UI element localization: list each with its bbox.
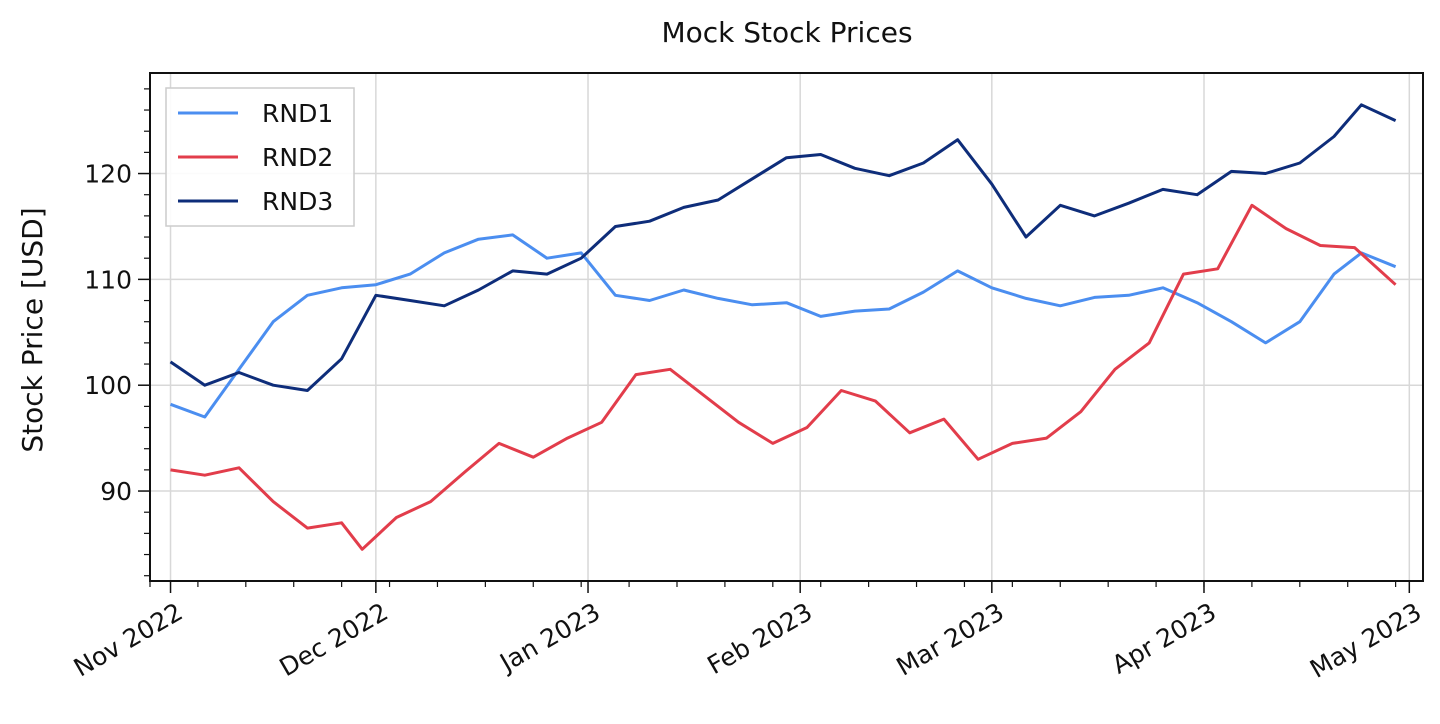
series-line-rnd3	[169, 103, 1397, 392]
legend[interactable]: RND1 RND2 RND3	[165, 87, 355, 227]
x-tick-label: Jan 2023	[493, 597, 605, 678]
x-tick-label: Apr 2023	[1107, 597, 1221, 680]
y-tick-label: 120	[84, 160, 132, 189]
y-tick-label: 110	[84, 265, 132, 294]
x-tick-label: Mar 2023	[891, 597, 1008, 681]
series-lines	[169, 103, 1397, 551]
x-tick-label: Nov 2022	[69, 597, 188, 682]
grid-lines	[150, 73, 1423, 581]
y-tick-label: 90	[100, 477, 132, 506]
y-tick-label: 100	[84, 371, 132, 400]
legend-label-rnd1[interactable]: RND1	[262, 99, 333, 128]
legend-label-rnd3[interactable]: RND3	[262, 187, 333, 216]
x-tick-label: Dec 2022	[274, 597, 392, 682]
series-line-rnd1	[169, 233, 1397, 419]
chart-title: Mock Stock Prices	[661, 16, 912, 49]
y-axis-label: Stock Price [USD]	[16, 207, 49, 452]
series-line-rnd2	[170, 203, 1397, 551]
x-tick-label: May 2023	[1305, 597, 1426, 684]
x-tick-label: Feb 2023	[702, 597, 817, 680]
legend-label-rnd2[interactable]: RND2	[262, 143, 333, 172]
plot-frame	[149, 72, 1424, 582]
